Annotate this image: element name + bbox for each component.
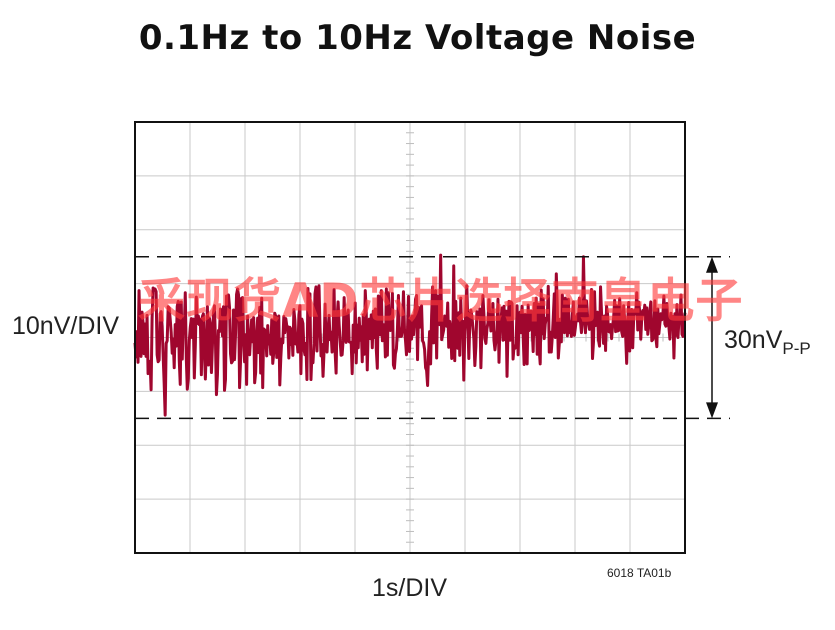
- y-axis-label: 10nV/DIV: [12, 312, 120, 340]
- watermark-text: 采现货AD芯片选择南皇电子: [138, 274, 744, 329]
- span-arrow-head-up: [706, 256, 718, 273]
- pp-value: 30nV: [724, 326, 783, 354]
- peak-to-peak-annotation: 30nVP-P: [724, 326, 811, 358]
- span-arrow-head-down: [706, 402, 718, 419]
- plot-frame: [134, 121, 686, 554]
- chart-title: 0.1Hz to 10Hz Voltage Noise: [138, 18, 697, 58]
- noise-trace: [133, 253, 687, 417]
- reference-lines: [135, 255, 730, 420]
- series-layer: [133, 253, 687, 417]
- figure-id: 6018 TA01b: [607, 566, 672, 580]
- x-axis-label: 1s/DIV: [372, 574, 448, 602]
- pp-subscript: P-P: [782, 339, 811, 358]
